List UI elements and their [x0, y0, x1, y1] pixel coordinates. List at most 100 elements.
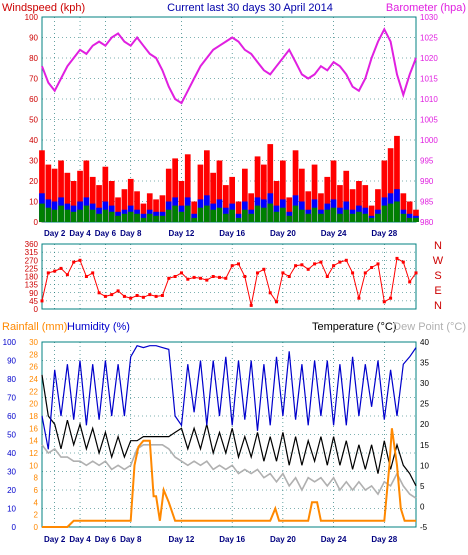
windspeed-tick-label: 50	[29, 116, 38, 125]
wind-gust-bar	[292, 150, 299, 223]
wind-gust-bar	[153, 199, 159, 222]
wind-barometer-panel: 0102030405060708090100980985990995100010…	[25, 13, 439, 238]
temperature-tick-label: 25	[420, 400, 429, 409]
humidity-tick-label: 100	[3, 338, 17, 347]
barometer-tick-label: 1005	[420, 116, 438, 125]
direction-point	[262, 267, 266, 271]
rainfall-tick-label: 4	[34, 498, 39, 507]
direction-point	[237, 262, 240, 266]
direction-point	[129, 296, 133, 300]
wind-low-bar	[58, 205, 64, 222]
wind-gust-bar	[305, 191, 312, 223]
wind-gust-bar	[197, 164, 204, 222]
humidity-axis-label: Humidity (%)	[67, 321, 130, 333]
wind-low-bar	[286, 215, 293, 222]
temperature-tick-label: 0	[420, 502, 425, 511]
direction-point	[300, 263, 304, 267]
barometer-tick-label: 1000	[420, 136, 438, 145]
wind-low-bar	[108, 211, 115, 223]
wind-gust-bar	[368, 205, 375, 222]
direction-point	[224, 276, 228, 280]
direction-point	[122, 294, 126, 298]
direction-point	[275, 300, 278, 304]
x-tick-label: Day 16	[219, 535, 245, 544]
barometer-tick-label: 1010	[420, 95, 438, 104]
direction-tick-label: 135	[25, 281, 39, 290]
wind-gust-bar	[70, 181, 77, 222]
rainfall-tick-label: 24	[29, 375, 38, 384]
humidity-tick-label: 20	[7, 486, 16, 495]
wind-gust-bar	[96, 185, 102, 222]
wind-gust-bar	[165, 168, 172, 222]
direction-point	[363, 271, 367, 275]
wind-gust-bar	[140, 203, 147, 222]
direction-point	[281, 271, 285, 275]
direction-point	[199, 276, 202, 280]
x-tick-label: Day 2	[44, 535, 66, 544]
windspeed-tick-label: 0	[34, 218, 39, 227]
wind-gust-bar	[210, 172, 216, 222]
windspeed-tick-label: 60	[29, 95, 38, 104]
windspeed-tick-label: 100	[25, 13, 39, 22]
wind-gust-bar	[178, 181, 185, 222]
wind-low-bar	[229, 209, 235, 222]
humidity-tick-label: 10	[7, 505, 16, 514]
direction-point	[103, 294, 107, 298]
direction-tick-label: 225	[25, 264, 39, 273]
wind-gust-bar	[406, 201, 413, 222]
wind-gust-bar	[362, 185, 369, 222]
wind-gust-bar	[83, 160, 90, 222]
humidity-tick-label: 90	[7, 357, 16, 366]
wind-gust-bar	[242, 168, 248, 222]
wind-low-bar	[178, 211, 185, 223]
direction-point	[294, 264, 298, 268]
wind-low-bar	[413, 217, 419, 222]
rainfall-tick-label: 0	[34, 523, 39, 532]
wind-gust-bar	[172, 158, 178, 222]
humidity-tick-label: 70	[7, 394, 16, 403]
windspeed-tick-label: 80	[29, 54, 38, 63]
direction-point	[370, 266, 374, 269]
wind-low-bar	[375, 213, 381, 222]
x-tick-label: Day 12	[169, 535, 195, 544]
wind-gust-bar	[318, 193, 324, 222]
wind-gust-bar	[159, 195, 166, 222]
direction-point	[376, 262, 380, 266]
wind-low-bar	[267, 203, 274, 222]
wind-low-bar	[184, 205, 191, 222]
humidity-tick-label: 50	[7, 431, 16, 440]
compass-label: N	[434, 300, 442, 312]
direction-point	[141, 295, 145, 299]
direction-point	[344, 258, 348, 262]
wind-gust-bar	[330, 160, 337, 222]
wind-low-bar	[305, 213, 312, 222]
wind-low-bar	[292, 205, 299, 222]
wind-gust-bar	[45, 164, 52, 222]
temperature-tick-label: 30	[420, 379, 429, 388]
rainfall-tick-label: 2	[34, 511, 39, 520]
wind-gust-bar	[108, 181, 115, 222]
direction-point	[243, 275, 247, 278]
direction-point	[211, 275, 215, 278]
wind-gust-bar	[261, 164, 267, 222]
wind-low-bar	[153, 215, 159, 222]
wind-gust-bar	[216, 160, 223, 222]
wind-gust-bar	[64, 172, 71, 222]
rainfall-tick-label: 8	[34, 474, 39, 483]
direction-point	[53, 269, 57, 273]
humidity-tick-label: 40	[7, 449, 16, 458]
barometer-tick-label: 995	[420, 157, 434, 166]
wind-low-bar	[146, 213, 153, 222]
direction-point	[414, 271, 418, 275]
wind-gust-bar	[381, 160, 388, 222]
wind-gust-bar	[146, 193, 153, 222]
wind-gust-bar	[280, 160, 286, 222]
direction-point	[205, 278, 209, 282]
direction-point	[230, 264, 234, 268]
rainfall-tick-label: 22	[29, 387, 38, 396]
direction-tick-label: 90	[29, 289, 38, 298]
compass-label: S	[434, 270, 441, 282]
rainfall-tick-label: 6	[34, 486, 39, 495]
rainfall-tick-label: 30	[29, 338, 38, 347]
direction-point	[91, 271, 95, 275]
